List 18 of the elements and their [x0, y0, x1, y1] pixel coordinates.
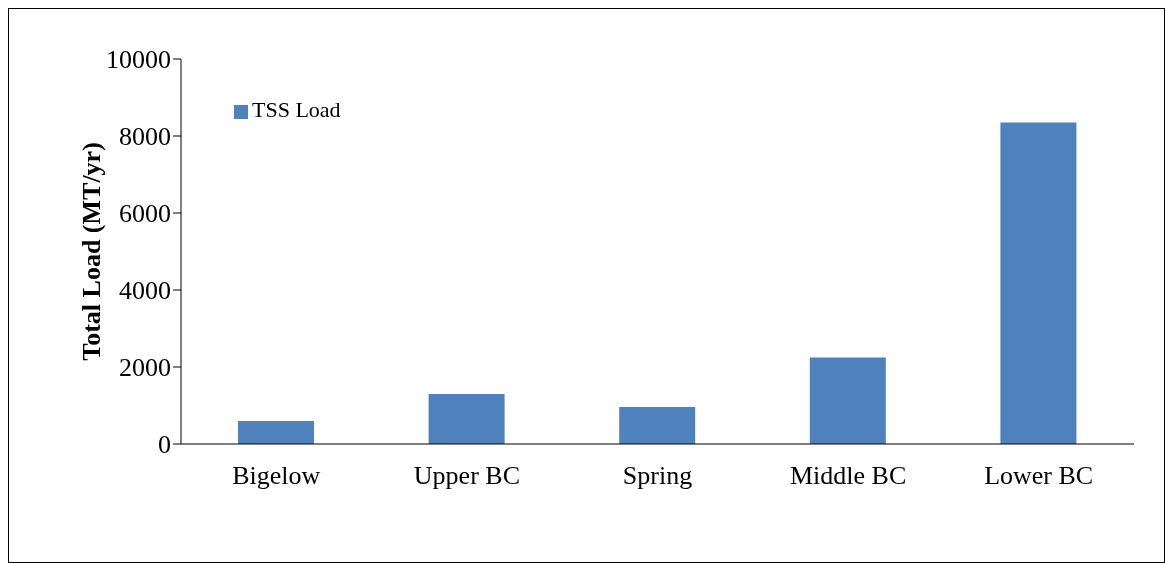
y-tick-label: 4000	[119, 276, 171, 306]
bar	[428, 393, 505, 444]
x-tick-label: Spring	[622, 461, 693, 491]
y-tick-label: 0	[158, 430, 171, 460]
x-tick-label: Lower BC	[984, 461, 1094, 491]
y-tick-label: 2000	[119, 353, 171, 383]
legend-label: TSS Load	[252, 97, 341, 122]
bar	[809, 357, 886, 444]
x-tick-label: Bigelow	[232, 461, 321, 491]
y-tick-label: 10000	[106, 45, 171, 75]
bar	[619, 407, 696, 444]
bar	[1000, 122, 1077, 444]
bar	[238, 420, 314, 444]
y-axis-title: Total Load (MT/yr)	[77, 142, 107, 361]
y-tick-label: 8000	[119, 122, 171, 152]
y-tick-label: 6000	[119, 199, 171, 229]
x-tick-label: Middle BC	[789, 461, 907, 491]
x-tick-label: Upper BC	[413, 461, 520, 491]
